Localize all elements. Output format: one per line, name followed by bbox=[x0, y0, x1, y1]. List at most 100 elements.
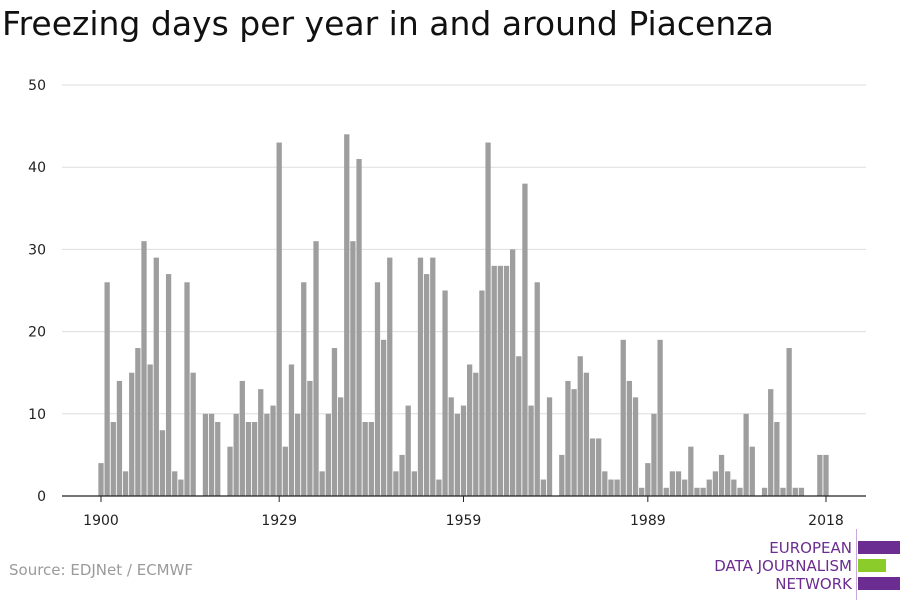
bar bbox=[749, 446, 755, 496]
bar bbox=[448, 397, 454, 496]
bar bbox=[497, 265, 503, 496]
bar bbox=[768, 389, 774, 496]
bar bbox=[387, 257, 393, 496]
bar bbox=[307, 380, 313, 496]
bar bbox=[780, 487, 786, 496]
bar bbox=[227, 446, 233, 496]
bar bbox=[282, 446, 288, 496]
bar bbox=[528, 405, 534, 496]
bar bbox=[614, 479, 620, 496]
logo-text-data-journalism: DATA JOURNALISM bbox=[714, 557, 852, 575]
bar bbox=[110, 422, 116, 496]
bar bbox=[165, 274, 172, 496]
bar bbox=[639, 487, 645, 496]
bar bbox=[98, 463, 104, 496]
bar bbox=[215, 422, 221, 496]
bar bbox=[657, 339, 663, 496]
bar bbox=[675, 471, 682, 496]
y-tick-label: 10 bbox=[28, 407, 46, 423]
bar bbox=[325, 413, 331, 496]
bar bbox=[331, 348, 338, 496]
bar bbox=[264, 413, 270, 496]
bar bbox=[430, 257, 436, 496]
edjnet-logo: EUROPEAN DATA JOURNALISM NETWORK bbox=[705, 529, 900, 600]
bar bbox=[122, 471, 129, 496]
bar bbox=[178, 479, 184, 496]
bar bbox=[596, 438, 602, 496]
bar bbox=[467, 364, 473, 496]
x-tick-label: 1929 bbox=[261, 513, 297, 529]
bar bbox=[565, 380, 571, 496]
x-tick-label: 2018 bbox=[808, 513, 844, 529]
bar bbox=[460, 405, 467, 496]
bar bbox=[436, 479, 442, 496]
bar bbox=[798, 487, 805, 496]
source-note: Source: EDJNet / ECMWF bbox=[9, 561, 194, 579]
bar bbox=[399, 454, 405, 496]
bar bbox=[503, 265, 510, 496]
bar bbox=[245, 422, 252, 496]
bar bbox=[589, 438, 596, 496]
bar bbox=[786, 348, 792, 496]
logo-text-network: NETWORK bbox=[775, 575, 852, 593]
tick-labels: 0 10 20 30 40 50 1900 1929 1959 1989 2018 bbox=[28, 78, 844, 529]
bar bbox=[270, 405, 276, 496]
bar bbox=[368, 422, 374, 496]
bar bbox=[663, 487, 669, 496]
x-tick-label: 1989 bbox=[630, 513, 666, 529]
bar bbox=[208, 413, 215, 496]
bar bbox=[706, 479, 712, 496]
bar bbox=[694, 487, 700, 496]
bar bbox=[301, 282, 307, 496]
y-tick-label: 30 bbox=[28, 242, 46, 258]
bar bbox=[602, 471, 608, 496]
bar bbox=[417, 257, 424, 496]
bar bbox=[294, 413, 301, 496]
bar bbox=[319, 471, 325, 496]
bar bbox=[626, 380, 633, 496]
y-tick-label: 20 bbox=[28, 325, 46, 341]
bar bbox=[725, 471, 731, 496]
bar bbox=[546, 397, 553, 496]
bar bbox=[669, 471, 676, 496]
logo-divider bbox=[856, 529, 857, 600]
logo-bar-purple-bottom bbox=[858, 577, 900, 590]
bar bbox=[251, 422, 258, 496]
bar bbox=[577, 356, 583, 496]
bar bbox=[337, 397, 344, 496]
y-tick-label: 0 bbox=[37, 489, 46, 505]
bar bbox=[522, 183, 528, 496]
bar bbox=[632, 397, 639, 496]
bars bbox=[98, 134, 829, 497]
bar bbox=[540, 479, 547, 496]
bar bbox=[479, 290, 485, 496]
bar bbox=[731, 479, 737, 496]
bar bbox=[153, 257, 159, 496]
logo-bar-purple-top bbox=[858, 541, 900, 554]
bar bbox=[159, 430, 166, 496]
y-tick-label: 50 bbox=[28, 78, 46, 94]
bar bbox=[135, 348, 141, 496]
chart-title: Freezing days per year in and around Pia… bbox=[2, 4, 774, 43]
bar bbox=[313, 241, 319, 496]
grid-lines bbox=[62, 84, 866, 415]
bar bbox=[645, 463, 651, 496]
bar bbox=[620, 339, 626, 496]
bar bbox=[534, 282, 540, 496]
bar bbox=[608, 479, 614, 496]
bar bbox=[141, 241, 147, 496]
logo-bar-green bbox=[858, 559, 886, 572]
bar bbox=[374, 282, 381, 496]
bar bbox=[380, 339, 387, 496]
bar bbox=[718, 454, 725, 496]
bar bbox=[485, 142, 491, 497]
bar bbox=[362, 422, 368, 496]
bar bbox=[510, 249, 516, 496]
bar bbox=[688, 446, 694, 496]
x-tick-label: 1900 bbox=[83, 513, 119, 529]
bar bbox=[172, 471, 178, 496]
bar bbox=[356, 158, 362, 497]
bar bbox=[239, 380, 245, 496]
bar bbox=[190, 372, 196, 496]
bar bbox=[761, 487, 768, 496]
